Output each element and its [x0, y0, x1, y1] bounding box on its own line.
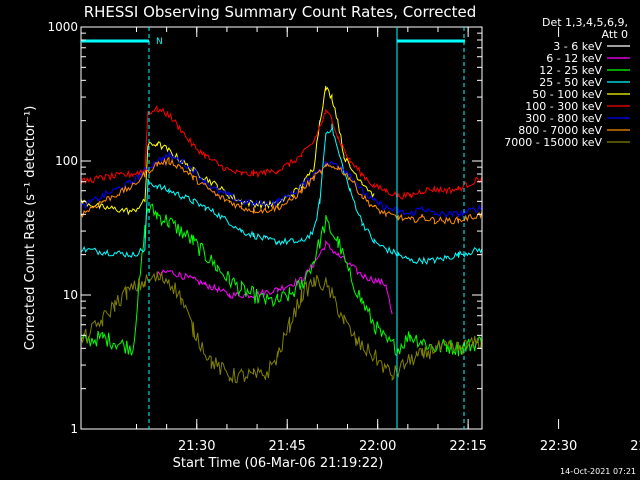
series-line	[81, 150, 482, 219]
series-25-50keV	[81, 123, 482, 266]
legend-header-line-1: Det 1,3,4,5,6,9,	[542, 16, 628, 29]
series-100-300keV	[81, 105, 482, 200]
plot-frame	[80, 26, 483, 430]
chart-title: RHESSI Observing Summary Count Rates, Co…	[84, 3, 477, 21]
y-tick-label: 1000	[47, 20, 78, 34]
series-line	[81, 269, 482, 418]
night-marker-label: N	[156, 37, 163, 47]
series-3-6keV	[81, 269, 482, 418]
axes: 1 10 100 1000 21:30 21:45 22:00 22:15 22:30 22:45	[47, 20, 640, 454]
x-tick-label: 22:30	[540, 439, 577, 454]
legend-header-line-2: Att 0	[602, 28, 628, 41]
legend-label: 50 - 100 keV	[532, 88, 602, 101]
y-tick-label: 100	[55, 154, 78, 168]
legend-label: 100 - 300 keV	[525, 100, 602, 113]
legend-label: 7000 - 15000 keV	[504, 136, 602, 149]
series-6-12keV	[156, 239, 393, 315]
attenuator-markers: N	[81, 27, 465, 429]
series-line	[81, 203, 482, 357]
x-tick-label: 21:30	[178, 439, 215, 454]
series-line	[81, 85, 375, 216]
plot-area	[81, 85, 482, 418]
series-300-800keV	[81, 150, 482, 219]
legend-label: 6 - 12 keV	[546, 52, 602, 65]
legend-label: 12 - 25 keV	[539, 64, 602, 77]
x-axis-label: Start Time (06-Mar-06 21:19:22)	[173, 456, 384, 471]
x-tick-label: 21:45	[268, 439, 305, 454]
legend-label: 300 - 800 keV	[525, 112, 602, 125]
series-line	[81, 271, 482, 384]
x-tick-label: 22:45	[630, 439, 640, 454]
series-50-100keV	[81, 85, 375, 216]
x-tick-label: 22:15	[449, 439, 486, 454]
y-tick-label: 10	[63, 288, 78, 302]
series-line	[156, 239, 393, 315]
series-7000-15000keV	[81, 271, 482, 384]
legend-label: 800 - 7000 keV	[518, 124, 602, 137]
series-line	[81, 123, 482, 266]
series-line	[81, 105, 482, 200]
series-line	[81, 156, 482, 225]
y-tick-label: 1	[70, 422, 78, 436]
y-axis-label: Corrected Count Rate (s⁻¹ detector⁻¹)	[23, 106, 38, 351]
series-12-25keV	[81, 203, 482, 357]
legend-label: 3 - 6 keV	[553, 40, 602, 53]
x-tick-label: 22:00	[359, 439, 396, 454]
series-layer	[81, 85, 482, 418]
footer-date: 14-Oct-2021 07:21	[560, 467, 636, 476]
legend-label: 25 - 50 keV	[539, 76, 602, 89]
series-800-7000keV	[81, 156, 482, 225]
